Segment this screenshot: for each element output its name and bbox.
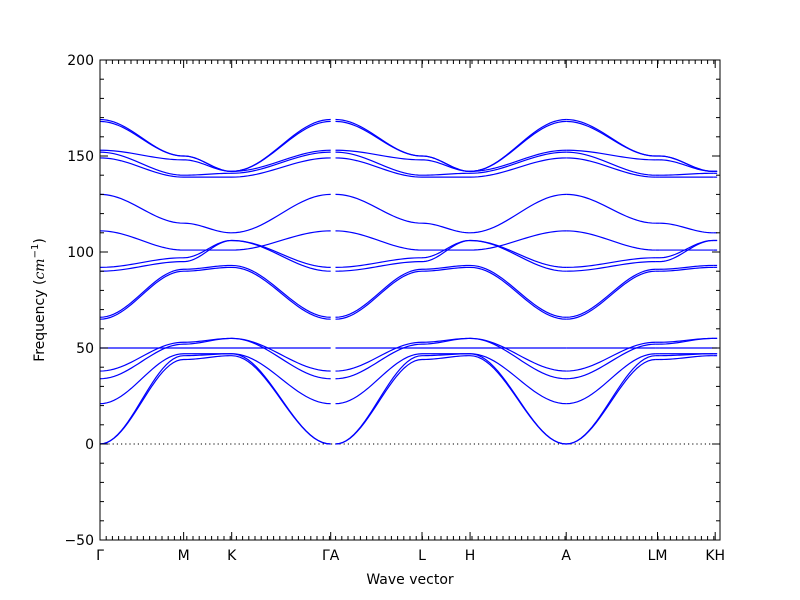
x-tick-label-7: LM	[648, 548, 668, 564]
x-axis-label: Wave vector	[366, 572, 454, 588]
band-line-seg5-band10	[566, 230, 656, 251]
y-tick-label-4: 150	[67, 149, 94, 165]
band-line-seg0-band13	[100, 151, 331, 176]
band-line-seg4-band7	[659, 264, 714, 270]
band-line-seg5-band8	[566, 261, 656, 272]
band-line-seg1-band11	[335, 193, 567, 234]
y-axis-label-unit: cm	[32, 258, 48, 279]
band-line-seg0-band14	[100, 149, 331, 172]
band-line-seg1-band9	[335, 239, 567, 268]
band-line-seg0-band11	[100, 193, 331, 234]
band-line-seg1-band4	[335, 337, 567, 372]
band-line-seg5-band1	[566, 355, 656, 445]
band-line-seg5-band4	[566, 341, 656, 372]
x-tick-label-5: H	[465, 548, 476, 564]
x-tick-label-2: K	[227, 548, 237, 564]
y-axis-label: Frequency (cm−1)	[30, 238, 48, 362]
band-line-seg1-band16	[335, 118, 567, 172]
band-line-seg5-band13	[566, 151, 656, 176]
band-line-seg0-band10	[100, 230, 331, 251]
band-line-seg5-band3	[566, 343, 656, 380]
band-line-seg1-band2	[335, 353, 567, 405]
band-line-seg5-band16	[566, 118, 656, 157]
band-line-seg0-band6	[100, 266, 331, 320]
band-line-seg0-band4	[100, 337, 331, 372]
band-line-seg1-band12	[335, 157, 567, 178]
band-line-seg4-band4	[659, 337, 714, 343]
x-tick-label-4: L	[418, 548, 426, 564]
band-line-seg1-band3	[335, 337, 567, 380]
y-axis-label-exponent: −1	[30, 244, 41, 259]
band-line-seg1-band14	[335, 149, 567, 172]
band-line-seg1-band8	[335, 239, 567, 272]
y-axis-label-text: Frequency (	[32, 280, 48, 362]
band-line-seg0-band2	[100, 353, 331, 405]
band-line-seg0-band7	[100, 264, 331, 318]
band-line-seg4-band16	[659, 155, 714, 172]
band-line-seg1-band6	[335, 266, 567, 320]
y-tick-label-5: 200	[67, 53, 94, 69]
band-line-seg4-band13	[659, 172, 714, 176]
x-tick-label-3: ΓA	[322, 548, 340, 564]
band-line-seg4-band11	[659, 222, 714, 234]
band-line-seg0-band1	[100, 353, 331, 445]
y-tick-label-3: 100	[67, 245, 94, 261]
band-line-seg5-band2	[566, 353, 656, 405]
band-line-seg0-band8	[100, 239, 331, 272]
band-line-seg0-band9	[100, 239, 331, 268]
band-line-seg5-band9	[566, 257, 656, 268]
band-line-seg0-band3	[100, 337, 331, 380]
band-line-seg0-band16	[100, 118, 331, 172]
x-tick-label-0: Γ	[96, 548, 104, 564]
band-line-seg1-band7	[335, 264, 567, 318]
x-tick-label-6: A	[561, 548, 571, 564]
y-tick-label-1: 0	[85, 437, 94, 453]
y-axis-label-close: )	[32, 238, 48, 243]
band-line-seg1-band1	[335, 353, 567, 445]
x-tick-label-1: M	[178, 548, 190, 564]
band-line-seg5-band11	[566, 193, 656, 224]
band-line-seg4-band9	[659, 239, 714, 259]
y-tick-label-2: 50	[76, 341, 94, 357]
band-line-seg0-band12	[100, 157, 331, 178]
band-line-seg5-band7	[566, 268, 656, 318]
y-tick-label-0: −50	[64, 533, 94, 549]
band-line-seg5-band12	[566, 157, 656, 178]
band-line-seg5-band6	[566, 270, 656, 320]
band-line-seg1-band13	[335, 151, 567, 176]
x-tick-label-8: KH	[705, 548, 725, 564]
band-line-seg5-band14	[566, 149, 656, 161]
band-line-seg4-band6	[659, 266, 714, 272]
band-line-seg4-band0	[659, 355, 714, 361]
band-line-seg1-band10	[335, 230, 567, 251]
